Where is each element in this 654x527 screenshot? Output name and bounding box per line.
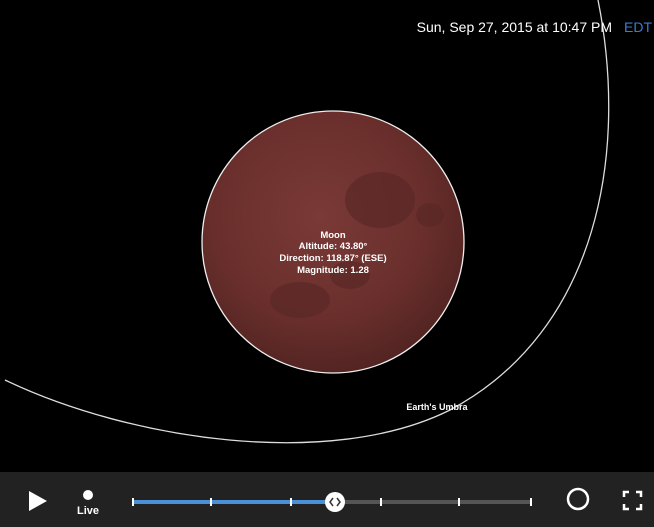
umbra-label: Earth's Umbra [406, 402, 468, 412]
live-label[interactable]: Live [77, 505, 99, 517]
live-dot[interactable] [83, 490, 93, 500]
eclipse-viewer: Moon Altitude: 43.80° Direction: 118.87°… [0, 0, 654, 527]
moon-altitude: Altitude: 43.80° [299, 241, 368, 252]
timeline-knob[interactable] [325, 492, 345, 512]
date-time: Sun, Sep 27, 2015 at 10:47 PM [417, 19, 612, 35]
moon-name: Moon [320, 230, 346, 241]
time-zone[interactable]: EDT [624, 19, 652, 35]
timeline-progress [132, 500, 335, 504]
moon-direction: Direction: 118.87° (ESE) [279, 253, 386, 264]
moon-magnitude: Magnitude: 1.28 [297, 265, 369, 276]
